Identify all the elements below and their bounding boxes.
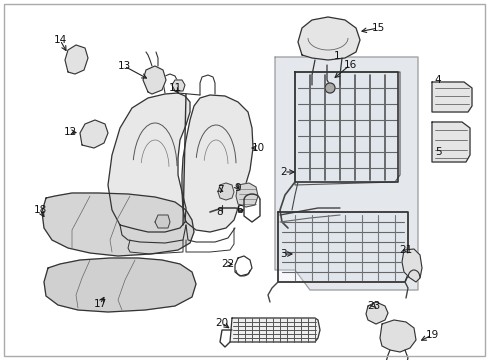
Text: 17: 17: [93, 299, 106, 309]
Text: 21: 21: [399, 245, 412, 255]
Text: 16: 16: [343, 60, 356, 70]
Text: 22: 22: [221, 259, 234, 269]
Polygon shape: [218, 183, 234, 200]
Text: 6: 6: [236, 205, 243, 215]
Text: 18: 18: [33, 205, 46, 215]
Polygon shape: [431, 122, 469, 162]
Polygon shape: [379, 320, 415, 352]
Text: 1: 1: [333, 51, 340, 61]
Polygon shape: [229, 318, 319, 342]
Polygon shape: [431, 82, 471, 112]
Text: 12: 12: [63, 127, 77, 137]
Polygon shape: [155, 215, 170, 228]
Polygon shape: [294, 72, 399, 185]
Text: 11: 11: [168, 83, 181, 93]
Polygon shape: [236, 183, 258, 207]
Polygon shape: [108, 93, 190, 232]
Text: 2: 2: [280, 167, 287, 177]
Polygon shape: [142, 66, 165, 94]
Text: 19: 19: [425, 330, 438, 340]
Text: 14: 14: [53, 35, 66, 45]
Polygon shape: [278, 212, 407, 282]
Text: 8: 8: [216, 207, 223, 217]
Text: 23: 23: [366, 301, 380, 311]
Text: 13: 13: [117, 61, 130, 71]
Polygon shape: [365, 302, 387, 324]
Polygon shape: [182, 95, 252, 232]
Polygon shape: [274, 57, 417, 290]
Polygon shape: [65, 45, 88, 74]
Polygon shape: [42, 193, 194, 256]
Text: 4: 4: [434, 75, 440, 85]
Text: 20: 20: [215, 318, 228, 328]
Circle shape: [325, 83, 334, 93]
Polygon shape: [172, 80, 184, 91]
Text: 5: 5: [434, 147, 440, 157]
Polygon shape: [44, 258, 196, 312]
Text: 10: 10: [251, 143, 264, 153]
Polygon shape: [401, 249, 421, 282]
Polygon shape: [80, 120, 108, 148]
Polygon shape: [297, 17, 359, 60]
Text: 7: 7: [216, 185, 223, 195]
Text: 15: 15: [370, 23, 384, 33]
Text: 9: 9: [234, 183, 241, 193]
Text: 3: 3: [279, 249, 286, 259]
